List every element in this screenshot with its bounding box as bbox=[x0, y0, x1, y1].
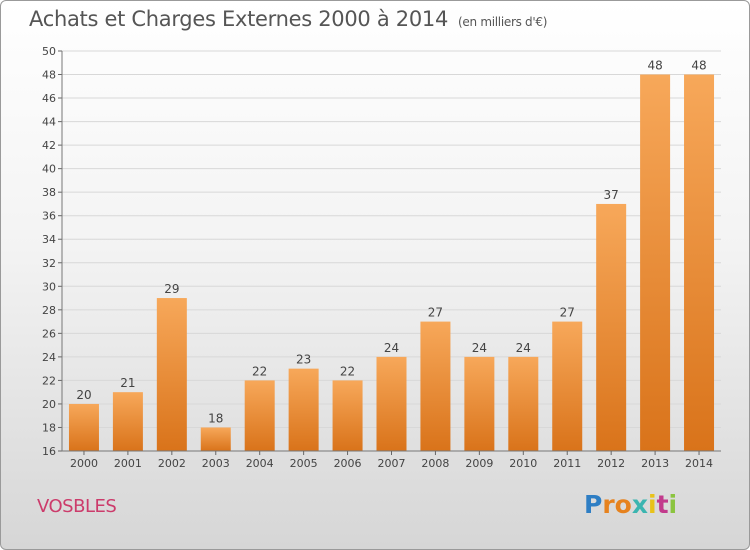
logo-letter: r bbox=[602, 490, 615, 519]
y-tick-label: 22 bbox=[42, 374, 56, 387]
x-tick-label: 2004 bbox=[246, 457, 274, 470]
x-tick-label: 2006 bbox=[334, 457, 362, 470]
bar bbox=[464, 356, 495, 451]
y-tick-label: 42 bbox=[42, 139, 56, 152]
bar bbox=[552, 321, 583, 451]
data-label: 27 bbox=[560, 306, 575, 320]
y-tick-label: 16 bbox=[42, 445, 56, 458]
y-tick-label: 44 bbox=[42, 116, 56, 129]
axes: 16 18 20 22 24 26 28 30 32 34 36 38 40 42 44 46 48 50 bbox=[42, 45, 721, 458]
y-tick-label: 48 bbox=[42, 69, 56, 82]
bar bbox=[332, 380, 363, 451]
x-tick-label: 2014 bbox=[685, 457, 713, 470]
data-label: 18 bbox=[208, 411, 223, 425]
data-label: 27 bbox=[428, 306, 443, 320]
data-label: 22 bbox=[252, 364, 267, 378]
bar bbox=[244, 380, 275, 451]
chart-title: Achats et Charges Externes 2000 à 2014 (e… bbox=[29, 7, 547, 31]
chart-title-text: Achats et Charges Externes 2000 à 2014 bbox=[29, 7, 449, 31]
bar bbox=[420, 321, 451, 451]
bar bbox=[596, 203, 627, 451]
data-label: 48 bbox=[691, 59, 706, 73]
y-tick-label: 26 bbox=[42, 327, 56, 340]
logo-letter: i bbox=[668, 490, 678, 519]
x-tick-label: 2000 bbox=[70, 457, 98, 470]
bar bbox=[376, 356, 407, 451]
logo-letter: P bbox=[584, 490, 603, 519]
data-label: 48 bbox=[647, 59, 662, 73]
y-tick-label: 24 bbox=[42, 351, 56, 364]
chart-subtitle: (en milliers d'€) bbox=[458, 15, 548, 29]
y-tick-label: 28 bbox=[42, 304, 56, 317]
x-tick-label: 2012 bbox=[597, 457, 625, 470]
bar bbox=[200, 427, 231, 451]
data-label: 21 bbox=[120, 376, 135, 390]
proxiti-logo[interactable]: Proxiti bbox=[584, 490, 677, 519]
x-tick-label: 2010 bbox=[509, 457, 537, 470]
bar bbox=[508, 356, 539, 451]
y-tick-label: 36 bbox=[42, 210, 56, 223]
y-tick-label: 46 bbox=[42, 92, 56, 105]
logo-letter: x bbox=[631, 490, 648, 519]
x-tick-label: 2009 bbox=[465, 457, 493, 470]
y-tick-label: 50 bbox=[42, 45, 56, 58]
x-tick-label: 2005 bbox=[290, 457, 318, 470]
bar bbox=[112, 392, 143, 451]
y-tick-label: 38 bbox=[42, 186, 56, 199]
data-label: 23 bbox=[296, 353, 311, 367]
bar bbox=[640, 74, 671, 451]
bar bbox=[684, 74, 715, 451]
logo-letter: t bbox=[656, 490, 669, 519]
x-tick-label: 2008 bbox=[421, 457, 449, 470]
data-label: 22 bbox=[340, 364, 355, 378]
data-label: 29 bbox=[164, 282, 179, 296]
logo-letter: o bbox=[614, 490, 632, 519]
x-tick-label: 2011 bbox=[553, 457, 581, 470]
y-tick-label: 32 bbox=[42, 257, 56, 270]
data-label: 24 bbox=[472, 341, 487, 355]
logo-letter: i bbox=[648, 490, 657, 519]
data-label: 20 bbox=[76, 388, 91, 402]
labels-group: 20 2000 21 2001 29 2002 18 2003 22 2004 23 2005 22 20… bbox=[70, 59, 713, 470]
y-tick-label: 30 bbox=[42, 280, 56, 293]
y-tick-label: 18 bbox=[42, 421, 56, 434]
data-label: 24 bbox=[516, 341, 531, 355]
y-tick-label: 40 bbox=[42, 163, 56, 176]
data-label: 37 bbox=[604, 188, 619, 202]
x-tick-label: 2001 bbox=[114, 457, 142, 470]
data-label: 24 bbox=[384, 341, 399, 355]
y-tick-label: 20 bbox=[42, 398, 56, 411]
bar bbox=[288, 368, 319, 451]
x-tick-label: 2013 bbox=[641, 457, 669, 470]
x-tick-label: 2002 bbox=[158, 457, 186, 470]
commune-name: VOSBLES bbox=[37, 496, 117, 517]
bars-group bbox=[68, 74, 715, 451]
bar bbox=[68, 403, 99, 451]
y-tick-label: 34 bbox=[42, 233, 56, 246]
x-tick-label: 2007 bbox=[378, 457, 406, 470]
bar bbox=[156, 298, 187, 451]
x-tick-label: 2003 bbox=[202, 457, 230, 470]
